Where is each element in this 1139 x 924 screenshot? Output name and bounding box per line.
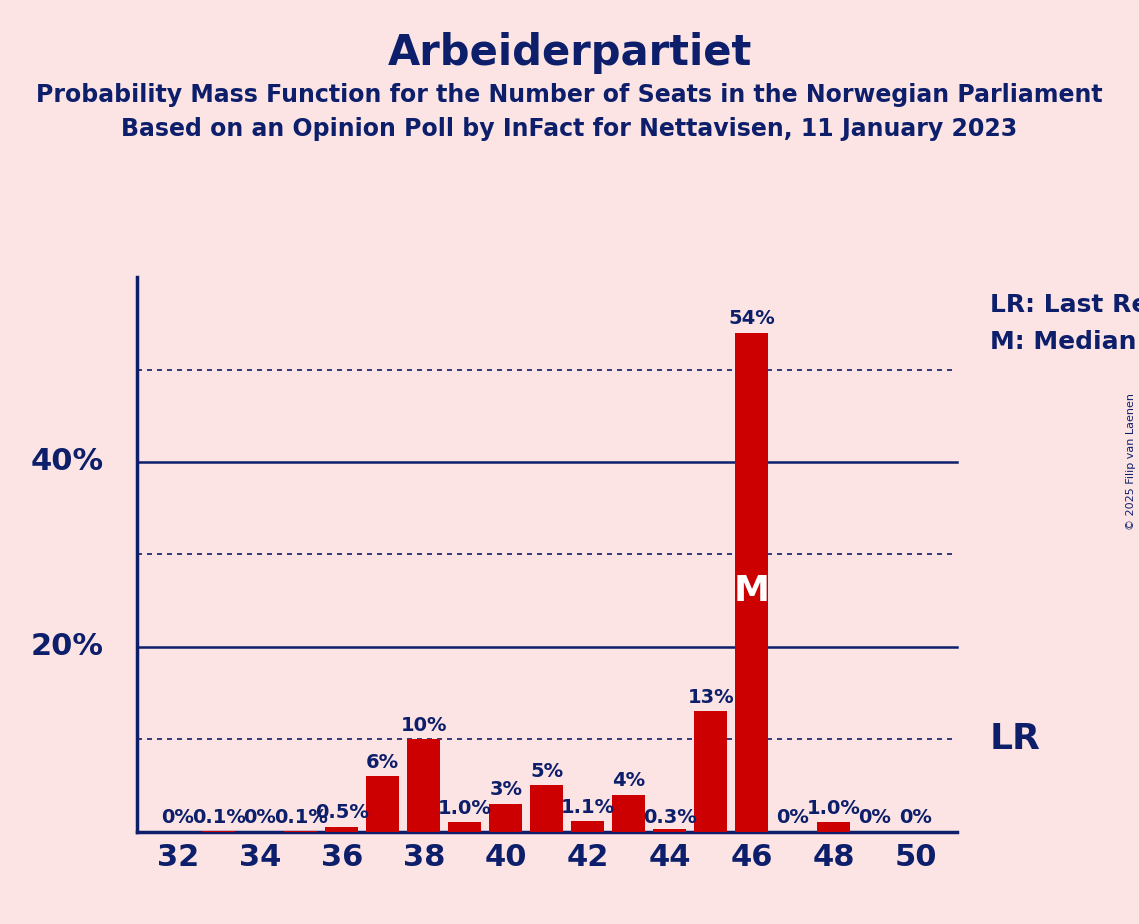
Text: 0%: 0% <box>859 808 891 827</box>
Bar <box>613 795 645 832</box>
Text: Arbeiderpartiet: Arbeiderpartiet <box>387 32 752 74</box>
Bar <box>490 804 522 832</box>
Bar <box>736 333 768 832</box>
Bar <box>654 829 686 832</box>
Text: LR: Last Result: LR: Last Result <box>990 293 1139 317</box>
Bar <box>531 785 563 832</box>
Text: LR: LR <box>990 723 1040 756</box>
Text: 0.3%: 0.3% <box>642 808 697 827</box>
Text: 0.1%: 0.1% <box>191 808 246 827</box>
Text: 1.0%: 1.0% <box>806 798 861 818</box>
Text: 1.1%: 1.1% <box>560 797 615 817</box>
Bar <box>285 831 317 832</box>
Text: 3%: 3% <box>490 780 522 799</box>
Text: 10%: 10% <box>401 715 446 735</box>
Text: 0%: 0% <box>162 808 194 827</box>
Text: 40%: 40% <box>31 447 104 477</box>
Text: 1.0%: 1.0% <box>437 798 492 818</box>
Text: Based on an Opinion Poll by InFact for Nettavisen, 11 January 2023: Based on an Opinion Poll by InFact for N… <box>122 117 1017 141</box>
Bar <box>695 711 727 832</box>
Text: 4%: 4% <box>612 771 646 790</box>
Text: 0%: 0% <box>244 808 276 827</box>
Text: 0.5%: 0.5% <box>314 803 369 822</box>
Text: 5%: 5% <box>530 761 564 781</box>
Text: © 2025 Filip van Laenen: © 2025 Filip van Laenen <box>1126 394 1136 530</box>
Bar <box>572 821 604 832</box>
Bar <box>818 822 850 832</box>
Text: 0%: 0% <box>900 808 932 827</box>
Bar <box>203 831 235 832</box>
Text: 20%: 20% <box>31 632 104 662</box>
Text: 0.1%: 0.1% <box>273 808 328 827</box>
Text: 6%: 6% <box>366 752 400 772</box>
Text: Probability Mass Function for the Number of Seats in the Norwegian Parliament: Probability Mass Function for the Number… <box>36 83 1103 107</box>
Text: 0%: 0% <box>777 808 809 827</box>
Text: 54%: 54% <box>728 309 776 328</box>
Bar <box>367 776 399 832</box>
Bar <box>408 739 440 832</box>
Bar <box>449 822 481 832</box>
Text: M: M <box>734 575 770 608</box>
Bar <box>326 827 358 832</box>
Text: 13%: 13% <box>688 687 734 707</box>
Text: M: Median: M: Median <box>990 330 1136 354</box>
